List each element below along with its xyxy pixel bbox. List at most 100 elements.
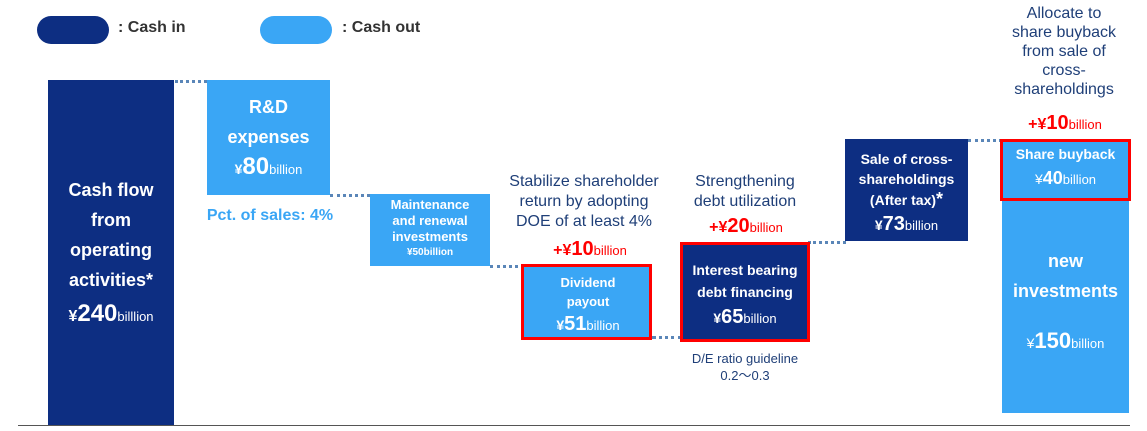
buyback-increase-value: 10 <box>1046 112 1069 134</box>
dividend-amount: ¥51billion <box>524 311 652 339</box>
maintenance-value: ¥50billion <box>406 247 454 258</box>
operating-cf-value: 240 <box>77 300 118 327</box>
operating-cash-flow-bar: Cash flow from operating activities* ¥24… <box>48 80 174 425</box>
cash-out-legend-label: : Cash out <box>342 19 421 36</box>
cross-sale-after-tax: (After tax)* <box>845 189 968 210</box>
debt-amount: ¥65billion <box>682 303 808 333</box>
de-ratio-line-2: 0.2～0.3 <box>720 368 770 383</box>
dividend-unit: billion <box>586 318 620 333</box>
cross-sale-currency: ¥ <box>874 217 883 233</box>
share-buyback-label: Share buyback <box>1015 146 1116 162</box>
debt-currency: ¥ <box>713 310 722 326</box>
new-investments-value: 150 <box>1034 328 1072 353</box>
new-investments-currency: ¥ <box>1026 335 1035 351</box>
cash-out-legend-swatch <box>260 16 332 44</box>
baseline-divider <box>18 425 1130 426</box>
debt-line-1: Interest bearing <box>692 262 798 278</box>
dividend-note-line-1: Stabilize shareholder <box>509 173 659 190</box>
de-ratio-guideline: D/E ratio guideline 0.2～0.3 <box>670 350 820 384</box>
buyback-investments-column <box>1002 139 1129 413</box>
rd-expenses-bar: R&D expenses ¥80billion <box>207 80 330 195</box>
dividend-line-1: Dividend <box>560 275 616 290</box>
connector-debt-sale <box>808 241 846 244</box>
operating-cf-currency: ¥ <box>68 308 78 325</box>
debt-note-line-1: Strengthening <box>695 173 795 190</box>
share-buyback-unit: billion <box>1062 172 1097 187</box>
maintenance-line-1: Maintenance <box>390 197 470 212</box>
cross-sale-asterisk: * <box>936 189 944 209</box>
new-investments-line-1: new <box>1047 251 1083 271</box>
rd-line-2: expenses <box>227 127 310 147</box>
share-buyback-block: Share buyback ¥40billion <box>1002 142 1129 192</box>
buyback-note-line-3: from sale of <box>1022 43 1106 60</box>
dividend-increase-value: 10 <box>571 238 594 260</box>
debt-increase: +¥20billion <box>676 215 816 238</box>
connector-rd-maint <box>330 194 370 197</box>
operating-cf-line-1: Cash flow <box>68 180 154 200</box>
cross-sale-after-tax-text: (After tax) <box>869 192 937 208</box>
debt-line-2: debt financing <box>697 284 793 300</box>
operating-cf-line-2: from <box>91 210 131 230</box>
dividend-note-line-3: DOE of at least 4% <box>515 213 653 230</box>
cash-in-legend-swatch <box>37 16 109 44</box>
buyback-highlight-frame <box>1000 139 1131 201</box>
buyback-note-line-4: cross- <box>1042 62 1086 79</box>
maintenance-line-3: investments <box>392 229 468 244</box>
cross-shareholdings-sale-bar: Sale of cross- shareholdings (After tax)… <box>845 139 968 241</box>
rd-line-1: R&D <box>249 97 288 117</box>
operating-cf-amount: ¥240billlion <box>48 299 174 332</box>
new-investments-line-2: investments <box>1012 281 1119 301</box>
connector-sale-buyback <box>968 139 1002 142</box>
dividend-highlight-frame <box>521 264 652 340</box>
share-buyback-amount: ¥40billion <box>1002 166 1129 192</box>
buyback-increase: +¥10billion <box>995 112 1135 135</box>
rd-value: 80 <box>242 153 270 180</box>
debt-note-line-2: debt utilization <box>693 193 797 210</box>
buyback-allocation-note: Allocate to share buyback from sale of c… <box>992 4 1136 99</box>
operating-cf-line-4: activities* <box>68 270 154 290</box>
buyback-increase-prefix: +¥ <box>1028 116 1047 133</box>
share-buyback-currency: ¥ <box>1034 171 1043 187</box>
buyback-note-line-2: share buyback <box>1011 24 1117 41</box>
dividend-payout-bar: Dividend payout ¥51billion <box>524 266 652 338</box>
dividend-increase-unit: billion <box>593 243 627 258</box>
maintenance-line-2: and renewal <box>392 213 468 228</box>
debt-value: 65 <box>721 306 744 328</box>
cross-sale-unit: billion <box>904 218 939 233</box>
cross-sale-value: 73 <box>882 213 905 235</box>
rd-unit: billion <box>269 162 303 177</box>
debt-increase-value: 20 <box>727 215 750 237</box>
debt-increase-unit: billion <box>749 220 783 235</box>
new-investments-amount: ¥150billion <box>1002 326 1129 359</box>
connector-div-debt <box>652 336 682 339</box>
new-investments-unit: billion <box>1071 336 1105 351</box>
dividend-note-line-2: return by adopting <box>519 193 649 210</box>
cash-in-legend-label: : Cash in <box>118 19 186 36</box>
rd-sales-note: Pct. of sales: 4% <box>206 207 334 224</box>
buyback-note-line-1: Allocate to <box>1026 5 1102 22</box>
rd-amount: ¥80billion <box>207 152 330 185</box>
debt-increase-prefix: +¥ <box>709 219 728 236</box>
new-investments-block: new investments ¥150billion <box>1002 246 1129 359</box>
buyback-increase-unit: billion <box>1068 117 1102 132</box>
cross-sale-line-1: Sale of cross- <box>860 151 953 167</box>
cross-sale-line-2: shareholdings <box>858 171 955 187</box>
connector-cf-rd <box>175 80 207 83</box>
rd-currency: ¥ <box>234 161 243 177</box>
debt-strategy-note: Strengthening debt utilization <box>670 172 820 212</box>
share-buyback-value: 40 <box>1042 168 1063 188</box>
dividend-line-2: payout <box>566 294 610 309</box>
debt-unit: billion <box>743 311 777 326</box>
operating-cf-line-3: operating <box>69 240 152 260</box>
dividend-policy-note: Stabilize shareholder return by adopting… <box>494 172 674 232</box>
dividend-currency: ¥ <box>556 317 565 333</box>
maintenance-bar: Maintenance and renewal investments ¥50b… <box>370 194 490 266</box>
buyback-note-line-5: shareholdings <box>1014 81 1114 98</box>
dividend-value: 51 <box>564 313 587 335</box>
connector-maint-div <box>490 265 524 268</box>
debt-financing-bar: Interest bearing debt financing ¥65billi… <box>682 244 808 340</box>
de-ratio-line-1: D/E ratio guideline <box>691 351 799 366</box>
operating-cf-unit: billlion <box>117 309 154 324</box>
dividend-increase-prefix: +¥ <box>553 242 572 259</box>
debt-highlight-frame <box>680 242 810 342</box>
